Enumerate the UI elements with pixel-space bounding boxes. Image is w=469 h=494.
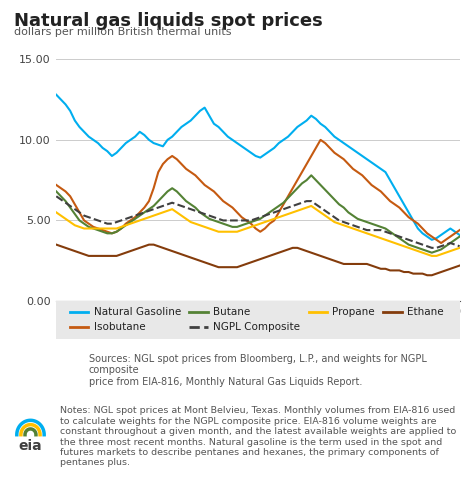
Legend: Natural Gasoline, Isobutane, Butane, NGPL Composite, Propane, Ethane: Natural Gasoline, Isobutane, Butane, NGP…: [66, 303, 448, 336]
Text: Sources: NGL spot prices from Bloomberg, L.P., and weights for NGPL composite
pr: Sources: NGL spot prices from Bloomberg,…: [89, 354, 426, 387]
Text: dollars per million British thermal units: dollars per million British thermal unit…: [14, 27, 232, 37]
Text: Natural gas liquids spot prices: Natural gas liquids spot prices: [14, 12, 323, 30]
Text: eia: eia: [19, 439, 42, 453]
Text: Notes: NGL spot prices at Mont Belvieu, Texas. Monthly volumes from EIA-816 used: Notes: NGL spot prices at Mont Belvieu, …: [61, 407, 456, 467]
